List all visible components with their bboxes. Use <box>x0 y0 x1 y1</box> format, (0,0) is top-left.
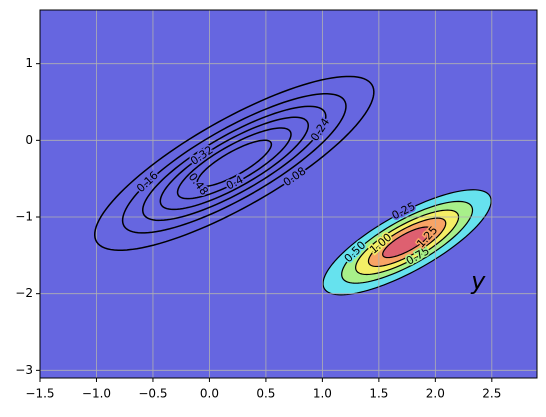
x-tick-label: 1.5 <box>369 387 388 401</box>
x-tick-label: −1.0 <box>82 387 111 401</box>
x-tick-label: 2.0 <box>426 387 445 401</box>
y-tick-label: −3 <box>15 363 33 377</box>
y-tick-label: −1 <box>15 210 33 224</box>
contour-line <box>196 139 273 188</box>
annotation: y <box>470 267 486 295</box>
contour-line <box>93 75 375 251</box>
x-tick-label: −1.5 <box>25 387 54 401</box>
x-tick-label: −0.5 <box>138 387 167 401</box>
contour-line <box>159 116 310 211</box>
contour-line <box>141 105 327 222</box>
x-tick-label: 0.0 <box>200 387 219 401</box>
y-tick-label: 1 <box>25 56 33 70</box>
x-tick-label: 2.5 <box>482 387 501 401</box>
y-tick-label: −2 <box>15 286 33 300</box>
contour-line <box>176 127 292 200</box>
axes-frame <box>39 9 538 379</box>
x-tick-label: 0.5 <box>256 387 275 401</box>
y-tick-label: 0 <box>25 133 33 147</box>
filled-contour <box>382 226 433 259</box>
contour-line <box>121 93 347 234</box>
x-tick-label: 1.0 <box>313 387 332 401</box>
